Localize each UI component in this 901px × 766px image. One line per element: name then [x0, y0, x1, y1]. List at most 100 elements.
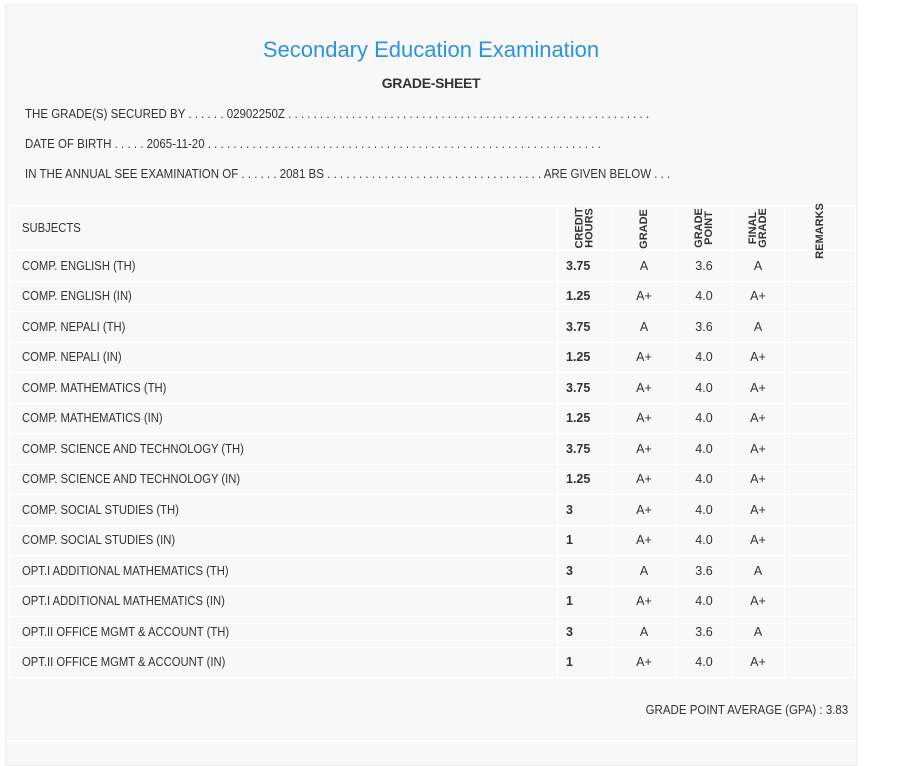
grade-cell: A+ [611, 585, 677, 617]
credit-hours-cell: 1.25 [557, 280, 612, 312]
final-grade-cell: A [731, 555, 785, 587]
grade-point-cell: 3.6 [676, 250, 732, 282]
table-row: COMP. ENGLISH (TH) 3.75 A 3.6 A [9, 250, 856, 282]
final-grade-cell: A [731, 250, 785, 282]
table-header-row: SUBJECTS CREDIT HOURS GRADE GRADE POINT FI… [9, 203, 856, 259]
grade-point-cell: 3.6 [676, 555, 732, 587]
subject-cell: COMP. SCIENCE AND TECHNOLOGY (IN) [9, 463, 558, 495]
grade-point-cell: 4.0 [676, 372, 732, 404]
subject-cell: OPT.I ADDITIONAL MATHEMATICS (TH) [9, 555, 558, 587]
exam-line: IN THE ANNUAL SEE EXAMINATION OF . . . .… [25, 167, 671, 181]
final-grade-cell: A+ [731, 494, 785, 526]
final-grade-cell: A+ [731, 402, 785, 434]
subject-cell: COMP. SOCIAL STUDIES (TH) [9, 494, 558, 526]
grade-cell: A+ [611, 524, 677, 556]
credit-hours-cell: 3.75 [557, 372, 612, 404]
grade-cell: A [611, 555, 677, 587]
exam-title: Secondary Education Examination [262, 37, 600, 62]
table-row: COMP. NEPALI (TH) 3.75 A 3.6 A [9, 311, 856, 343]
grade-cell: A+ [611, 646, 677, 678]
remarks-cell [784, 280, 856, 312]
credit-hours-cell: 1 [557, 524, 612, 556]
remarks-cell [784, 555, 856, 587]
table-row: COMP. SCIENCE AND TECHNOLOGY (TH) 3.75 A… [9, 433, 856, 465]
credit-hours-cell: 1 [557, 646, 612, 678]
credit-hours-cell: 3.75 [557, 250, 612, 282]
credit-hours-cell: 3.75 [557, 433, 612, 465]
final-grade-cell: A+ [731, 372, 785, 404]
grade-cell: A+ [611, 372, 677, 404]
grade-cell: A+ [611, 280, 677, 312]
final-grade-cell: A [731, 616, 785, 648]
header-remarks: REMARKS [784, 203, 856, 259]
subject-cell: OPT.II OFFICE MGMT & ACCOUNT (IN) [9, 646, 558, 678]
header-final-grade: FINAL GRADE [731, 205, 785, 251]
final-grade-cell: A+ [731, 280, 785, 312]
credit-hours-cell: 3.75 [557, 311, 612, 343]
table-row: COMP. SCIENCE AND TECHNOLOGY (IN) 1.25 A… [9, 463, 856, 495]
credit-hours-cell: 1.25 [557, 402, 612, 434]
table-row: OPT.I ADDITIONAL MATHEMATICS (TH) 3 A 3.… [9, 555, 856, 587]
grade-cell: A [611, 250, 677, 282]
grade-cell: A [611, 311, 677, 343]
credit-hours-cell: 1.25 [557, 341, 612, 373]
remarks-cell [784, 311, 856, 343]
grade-point-cell: 4.0 [676, 524, 732, 556]
subject-cell: OPT.II OFFICE MGMT & ACCOUNT (TH) [9, 616, 558, 648]
remarks-cell [784, 494, 856, 526]
divider [6, 740, 856, 742]
table-row: OPT.I ADDITIONAL MATHEMATICS (IN) 1 A+ 4… [9, 585, 856, 617]
header-grade-point: GRADE POINT [676, 205, 732, 251]
grade-point-cell: 3.6 [676, 616, 732, 648]
grade-cell: A+ [611, 463, 677, 495]
grade-cell: A [611, 616, 677, 648]
credit-hours-cell: 1 [557, 585, 612, 617]
grade-sheet-heading: GRADE-SHEET [381, 75, 481, 91]
final-grade-cell: A+ [731, 433, 785, 465]
remarks-cell [784, 616, 856, 648]
remarks-cell [784, 524, 856, 556]
final-grade-cell: A+ [731, 463, 785, 495]
grade-point-cell: 4.0 [676, 280, 732, 312]
subject-cell: COMP. NEPALI (TH) [9, 311, 558, 343]
remarks-cell [784, 341, 856, 373]
final-grade-cell: A [731, 311, 785, 343]
grade-point-cell: 4.0 [676, 585, 732, 617]
grade-point-cell: 3.6 [676, 311, 732, 343]
credit-hours-cell: 1.25 [557, 463, 612, 495]
final-grade-cell: A+ [731, 524, 785, 556]
table-row: COMP. ENGLISH (IN) 1.25 A+ 4.0 A+ [9, 280, 856, 312]
grade-cell: A+ [611, 494, 677, 526]
grade-point-cell: 4.0 [676, 646, 732, 678]
subject-cell: COMP. MATHEMATICS (TH) [9, 372, 558, 404]
grade-point-cell: 4.0 [676, 433, 732, 465]
dob-line: DATE OF BIRTH . . . . . 2065-11-20 . . .… [25, 137, 601, 151]
subject-cell: COMP. SCIENCE AND TECHNOLOGY (TH) [9, 433, 558, 465]
grade-point-cell: 4.0 [676, 341, 732, 373]
grade-cell: A+ [611, 341, 677, 373]
grade-point-cell: 4.0 [676, 402, 732, 434]
subject-cell: COMP. ENGLISH (TH) [9, 250, 558, 282]
final-grade-cell: A+ [731, 646, 785, 678]
header-subjects: SUBJECTS [9, 205, 558, 251]
grade-cell: A+ [611, 433, 677, 465]
grades-table: SUBJECTS CREDIT HOURS GRADE GRADE POINT FI… [9, 203, 856, 678]
subject-cell: COMP. NEPALI (IN) [9, 341, 558, 373]
table-row: COMP. MATHEMATICS (IN) 1.25 A+ 4.0 A+ [9, 402, 856, 434]
gpa-summary: GRADE POINT AVERAGE (GPA) : 3.83 [645, 703, 848, 717]
remarks-cell [784, 402, 856, 434]
credit-hours-cell: 3 [557, 494, 612, 526]
grade-cell: A+ [611, 402, 677, 434]
header-grade: GRADE [611, 205, 677, 251]
table-row: OPT.II OFFICE MGMT & ACCOUNT (TH) 3 A 3.… [9, 616, 856, 648]
remarks-cell [784, 372, 856, 404]
credit-hours-cell: 3 [557, 555, 612, 587]
grade-point-cell: 4.0 [676, 463, 732, 495]
remarks-cell [784, 585, 856, 617]
subject-cell: COMP. SOCIAL STUDIES (IN) [9, 524, 558, 556]
table-row: COMP. SOCIAL STUDIES (IN) 1 A+ 4.0 A+ [9, 524, 856, 556]
table-row: COMP. MATHEMATICS (TH) 3.75 A+ 4.0 A+ [9, 372, 856, 404]
remarks-cell [784, 433, 856, 465]
final-grade-cell: A+ [731, 585, 785, 617]
final-grade-cell: A+ [731, 341, 785, 373]
